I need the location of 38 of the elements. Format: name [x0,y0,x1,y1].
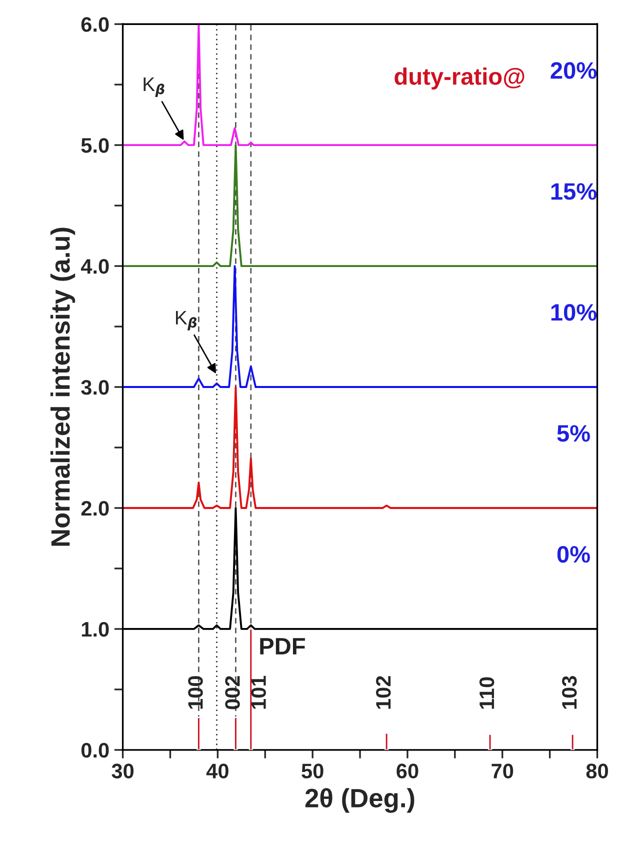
x-tick-label: 40 [206,764,228,778]
annotation: 101 [251,676,266,709]
annotation: 0% [557,546,590,563]
annotation: 002 [225,676,240,710]
y-tick-label: 3.0 [81,380,109,395]
x-tick-label: 60 [396,764,418,778]
bar [384,732,389,750]
bar [196,716,201,750]
line-series [122,265,598,388]
y-tick-label: 4.0 [80,259,109,274]
bar [234,716,238,750]
annotation: 100 [188,676,203,709]
y-axis-title: Normalized intensity (a.u) [50,228,76,546]
annotation: 5% [557,425,590,442]
annotation: 15% [551,183,597,200]
x-tick-label: 70 [492,764,514,778]
annotation: 110 [479,677,494,709]
bar [570,734,575,750]
y-tick-label: 0.0 [81,742,109,758]
annotation: 103 [562,676,577,709]
y-tick-label: 5.0 [81,138,109,153]
annotation: PDF [260,638,305,654]
annotation: 102 [376,676,391,709]
x-tick-label: 80 [586,764,608,778]
annotation: duty-ratio@ [394,68,524,90]
y-tick-label: 6.0 [81,17,109,32]
line-series [122,144,598,268]
annotation: 20% [550,62,597,79]
annotation: 10% [551,304,597,321]
line-series [122,386,598,509]
annotation: K$_{β}$ [176,311,197,330]
x-tick-label: 30 [112,764,134,778]
bar [488,734,492,750]
x-axis-title: 2θ (Deg.) [305,788,414,813]
x-tick-label: 50 [302,764,324,778]
annotation: K$_{β}$ [144,78,164,97]
y-tick-label: 1.0 [82,622,109,637]
y-tick-label: 2.0 [81,500,109,516]
